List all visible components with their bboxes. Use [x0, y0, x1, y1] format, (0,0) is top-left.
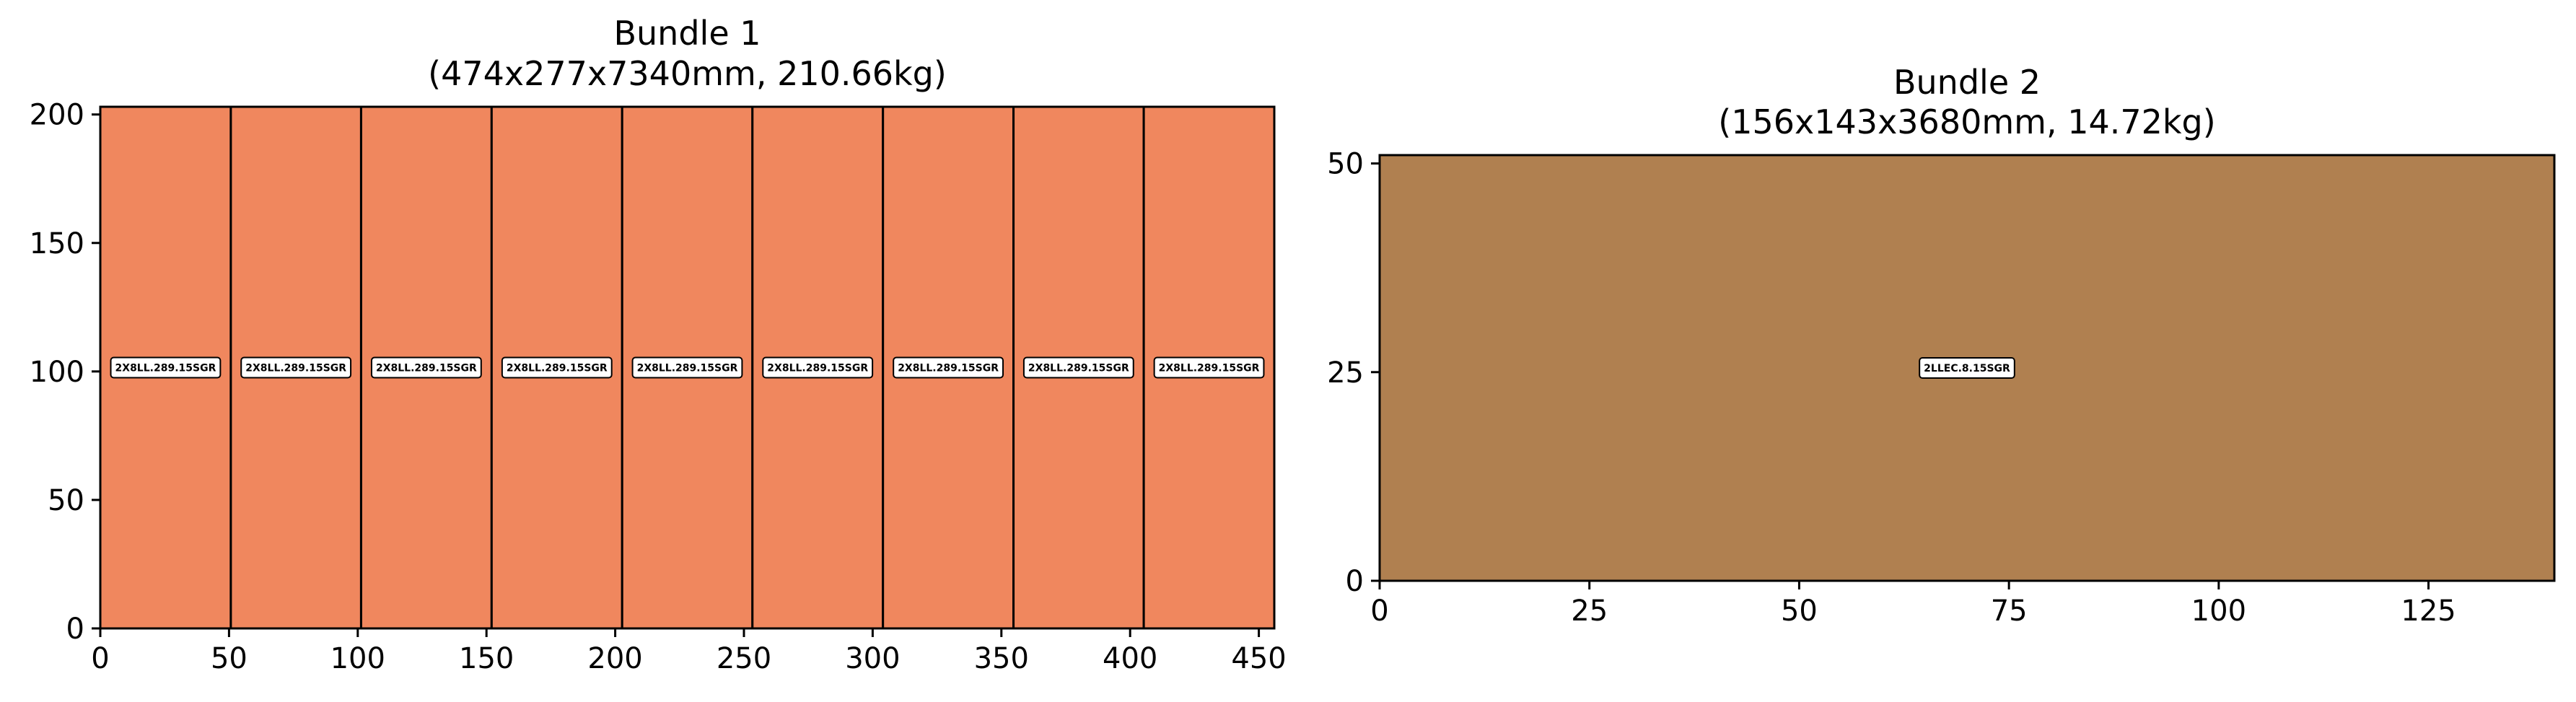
item-label: 2X8LL.289.15SGR — [245, 363, 346, 374]
item-label: 2X8LL.289.15SGR — [115, 363, 216, 374]
item-label-box — [1022, 356, 1134, 379]
x-tick-label: 50 — [1781, 594, 1818, 628]
chart-subtitle: (156x143x3680mm, 14.72kg) — [1718, 102, 2215, 141]
item-label: 2X8LL.289.15SGR — [767, 363, 868, 374]
item-label: 2X8LL.289.15SGR — [1028, 363, 1129, 374]
x-tick-label: 0 — [1370, 594, 1388, 628]
y-tick-label: 200 — [30, 99, 84, 132]
chart-title: Bundle 1 — [613, 14, 761, 53]
y-tick-label: 0 — [1346, 565, 1364, 598]
y-tick-label: 100 — [30, 356, 84, 389]
item-label-box — [370, 356, 482, 379]
x-tick-label: 100 — [2191, 594, 2246, 628]
x-tick-label: 50 — [211, 642, 247, 675]
x-tick-label: 250 — [717, 642, 771, 675]
item-label: 2LLEC.8.15SGR — [1924, 363, 2010, 374]
x-tick-label: 350 — [974, 642, 1029, 675]
item-label-box — [1153, 356, 1265, 379]
x-tick-label: 125 — [2401, 594, 2455, 628]
item-label-box — [893, 356, 1004, 379]
chart-subtitle: (474x277x7340mm, 210.66kg) — [428, 54, 947, 93]
item-label-box — [631, 356, 743, 379]
item-label-box — [501, 356, 613, 379]
x-tick-label: 150 — [459, 642, 514, 675]
axes-frame — [99, 105, 1276, 630]
x-tick-label: 0 — [91, 642, 109, 675]
y-tick-label: 50 — [1327, 148, 1364, 181]
chart-title: Bundle 2 — [1893, 63, 2041, 102]
item-label-box — [762, 356, 874, 379]
item-label: 2X8LL.289.15SGR — [507, 363, 608, 374]
item-label-box — [240, 356, 352, 379]
y-tick-label: 0 — [66, 613, 84, 646]
y-tick-label: 50 — [48, 484, 84, 517]
x-tick-label: 25 — [1571, 594, 1608, 628]
item-label-box — [110, 356, 222, 379]
item-label: 2X8LL.289.15SGR — [1159, 363, 1260, 374]
item-label: 2X8LL.289.15SGR — [898, 363, 999, 374]
x-tick-label: 400 — [1103, 642, 1157, 675]
x-tick-label: 75 — [1991, 594, 2028, 628]
y-tick-label: 25 — [1327, 356, 1364, 390]
item-label: 2X8LL.289.15SGR — [637, 363, 738, 374]
item-label-box — [1919, 357, 2015, 379]
bundle-1-panel: Bundle 1(474x277x7340mm, 210.66kg) 2X8LL.… — [30, 14, 1287, 675]
x-tick-label: 450 — [1231, 642, 1286, 675]
item-label: 2X8LL.289.15SGR — [376, 363, 477, 374]
x-tick-label: 100 — [330, 642, 385, 675]
x-tick-label: 300 — [845, 642, 900, 675]
axes-frame — [1378, 154, 2556, 582]
bundle-2-panel: Bundle 2(156x143x3680mm, 14.72kg) 2LLEC.8… — [1327, 63, 2556, 628]
y-tick-label: 150 — [30, 227, 84, 260]
x-tick-label: 200 — [587, 642, 642, 675]
